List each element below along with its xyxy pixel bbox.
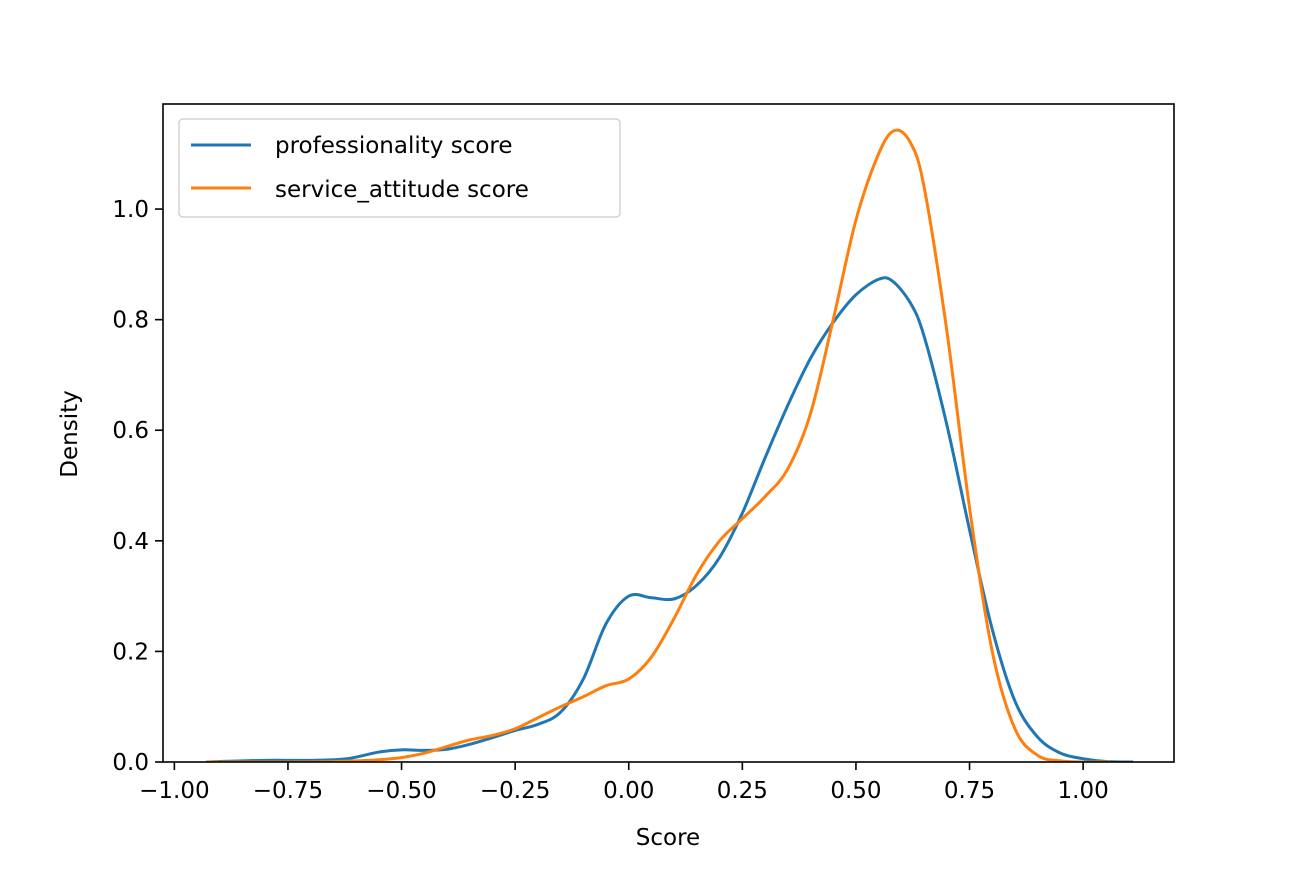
x-axis-label: Score: [636, 825, 700, 851]
legend-entry-service-attitude: service_attitude score: [275, 177, 529, 203]
plot-frame: [162, 103, 1175, 763]
legend-entry-professionality: professionality score: [275, 133, 513, 159]
x-tick-label: −0.75: [253, 778, 323, 804]
y-axis-label: Density: [57, 390, 83, 477]
x-tick-label: −1.00: [139, 778, 209, 804]
legend-frame: [178, 118, 621, 218]
x-tick-label: 0.00: [603, 778, 654, 804]
y-tick-label: 0.0: [112, 750, 149, 776]
x-tick-label: 0.75: [944, 778, 995, 804]
series-line-service-attitude-score: [206, 128, 1111, 762]
legend: professionality score service_attitude s…: [178, 118, 621, 218]
x-tick-label: −0.25: [480, 778, 550, 804]
x-axis: −1.00 −0.75 −0.50 −0.25 0.00 0.25 0.50 0.75 1.00: [139, 762, 1109, 804]
y-tick-label: 1.0: [112, 197, 149, 223]
series-layer: [206, 128, 1134, 762]
y-tick-label: 0.8: [112, 308, 149, 334]
x-tick-label: 1.00: [1058, 778, 1109, 804]
y-tick-label: 0.6: [112, 418, 149, 444]
x-tick-label: 0.50: [830, 778, 881, 804]
x-tick-label: 0.25: [717, 778, 768, 804]
x-tick-label: −0.50: [366, 778, 436, 804]
y-axis: 0.0 0.2 0.4 0.6 0.8 1.0: [112, 197, 163, 776]
y-tick-label: 0.4: [112, 529, 149, 555]
y-tick-label: 0.2: [112, 639, 149, 665]
